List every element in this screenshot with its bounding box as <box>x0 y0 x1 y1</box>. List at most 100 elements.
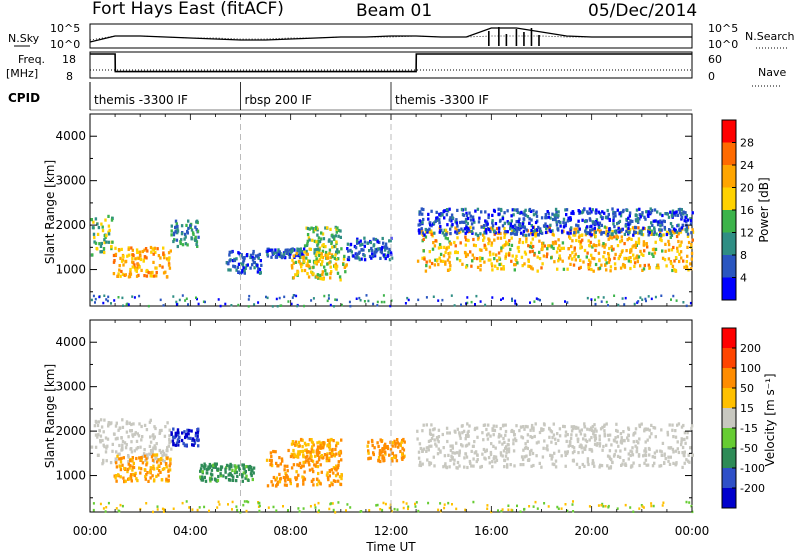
velocity-cell <box>644 450 648 454</box>
velocity-cell <box>535 454 538 458</box>
power-cell <box>601 216 604 220</box>
power-cell <box>498 256 501 260</box>
power-cell <box>217 298 220 301</box>
power-cell <box>343 254 346 258</box>
velocity-cell <box>426 458 429 462</box>
velocity-cell <box>116 454 119 458</box>
power-cell <box>320 277 324 281</box>
velocity-cell <box>95 420 98 424</box>
velocity-cell <box>203 462 206 466</box>
power-cell <box>561 259 564 263</box>
velocity-cell <box>317 501 320 505</box>
velocity-cell <box>139 445 142 449</box>
velocity-cell <box>459 436 462 440</box>
power-cell <box>487 242 490 246</box>
power-cell <box>388 239 391 243</box>
power-cell <box>456 250 459 255</box>
power-cell <box>237 262 241 266</box>
velocity-cell <box>117 428 120 432</box>
velocity-cell <box>506 447 509 452</box>
power-cell <box>306 233 310 237</box>
velocity-cell <box>196 434 199 438</box>
power-cell <box>470 264 473 268</box>
velocity-cell <box>526 439 529 443</box>
power-cell <box>564 221 567 225</box>
velocity-cell <box>144 474 147 479</box>
power-cell <box>100 222 103 226</box>
power-cell <box>663 219 666 224</box>
velocity-cell <box>485 427 488 432</box>
velocity-cell <box>671 428 674 432</box>
power-cell <box>627 223 630 227</box>
power-cell <box>274 255 278 259</box>
power-cell <box>657 266 660 270</box>
power-cell <box>680 213 683 217</box>
velocity-cell <box>526 433 530 437</box>
velocity-cell <box>549 429 552 433</box>
velocity-cell <box>646 463 650 467</box>
power-cell <box>528 207 532 212</box>
velocity-cell <box>540 465 543 469</box>
velocity-cell <box>520 435 523 439</box>
power-cell <box>379 256 382 260</box>
velocity-cell <box>266 484 270 488</box>
power-cell <box>535 228 539 232</box>
velocity-cell <box>592 432 595 436</box>
velocity-cell <box>152 437 155 441</box>
velocity-cell <box>336 466 339 470</box>
power-cell <box>523 234 526 238</box>
power-cell <box>639 264 642 268</box>
velocity-cell <box>445 426 449 430</box>
power-cell <box>629 260 632 264</box>
velocity-cell <box>473 451 476 455</box>
velocity-cell <box>187 432 190 436</box>
power-cell <box>327 239 331 243</box>
power-cell <box>390 299 393 302</box>
power-cell <box>661 249 664 253</box>
power-cell <box>660 294 663 297</box>
power-cell <box>536 255 539 259</box>
velocity-cell <box>321 446 325 450</box>
power-cell <box>590 224 593 228</box>
power-cell <box>593 232 596 236</box>
power-cell <box>588 211 592 215</box>
velocity-cell <box>526 446 529 451</box>
power-cell <box>672 229 675 233</box>
power-cell <box>124 260 127 264</box>
velocity-cell <box>441 432 444 437</box>
velocity-cell <box>422 423 425 427</box>
freq-series <box>90 53 692 73</box>
power-cell <box>595 208 598 212</box>
power-cell <box>652 219 655 223</box>
power-cell <box>673 230 677 235</box>
power-cell <box>388 258 392 262</box>
power-cell <box>483 236 486 240</box>
velocity-cell <box>188 428 191 433</box>
power-cell <box>463 227 467 231</box>
velocity-cell <box>557 507 560 510</box>
power-cell <box>131 257 134 261</box>
velocity-cell <box>319 482 322 486</box>
y-tick-label: 4000 <box>55 335 86 349</box>
velocity-colorbar-swatch <box>722 328 736 348</box>
velocity-cell <box>458 434 462 438</box>
power-cell <box>542 254 546 258</box>
power-cell <box>327 294 330 297</box>
power-cell <box>236 265 240 269</box>
power-cell <box>638 217 641 221</box>
power-cell <box>624 224 627 228</box>
power-cell <box>640 232 643 236</box>
velocity-cell <box>320 441 323 445</box>
power-cell <box>564 300 566 303</box>
velocity-colorbar-swatch <box>722 448 736 468</box>
velocity-cell <box>645 463 648 467</box>
velocity-cell <box>100 425 104 429</box>
power-cell <box>522 217 526 221</box>
power-cell <box>562 246 565 250</box>
power-cell <box>316 226 319 230</box>
power-cell <box>678 252 681 256</box>
power-colorbar-tick-label: 4 <box>740 272 747 285</box>
velocity-cell <box>671 447 675 451</box>
power-cell <box>673 268 676 272</box>
x-tick-label: 00:00 <box>675 524 710 538</box>
